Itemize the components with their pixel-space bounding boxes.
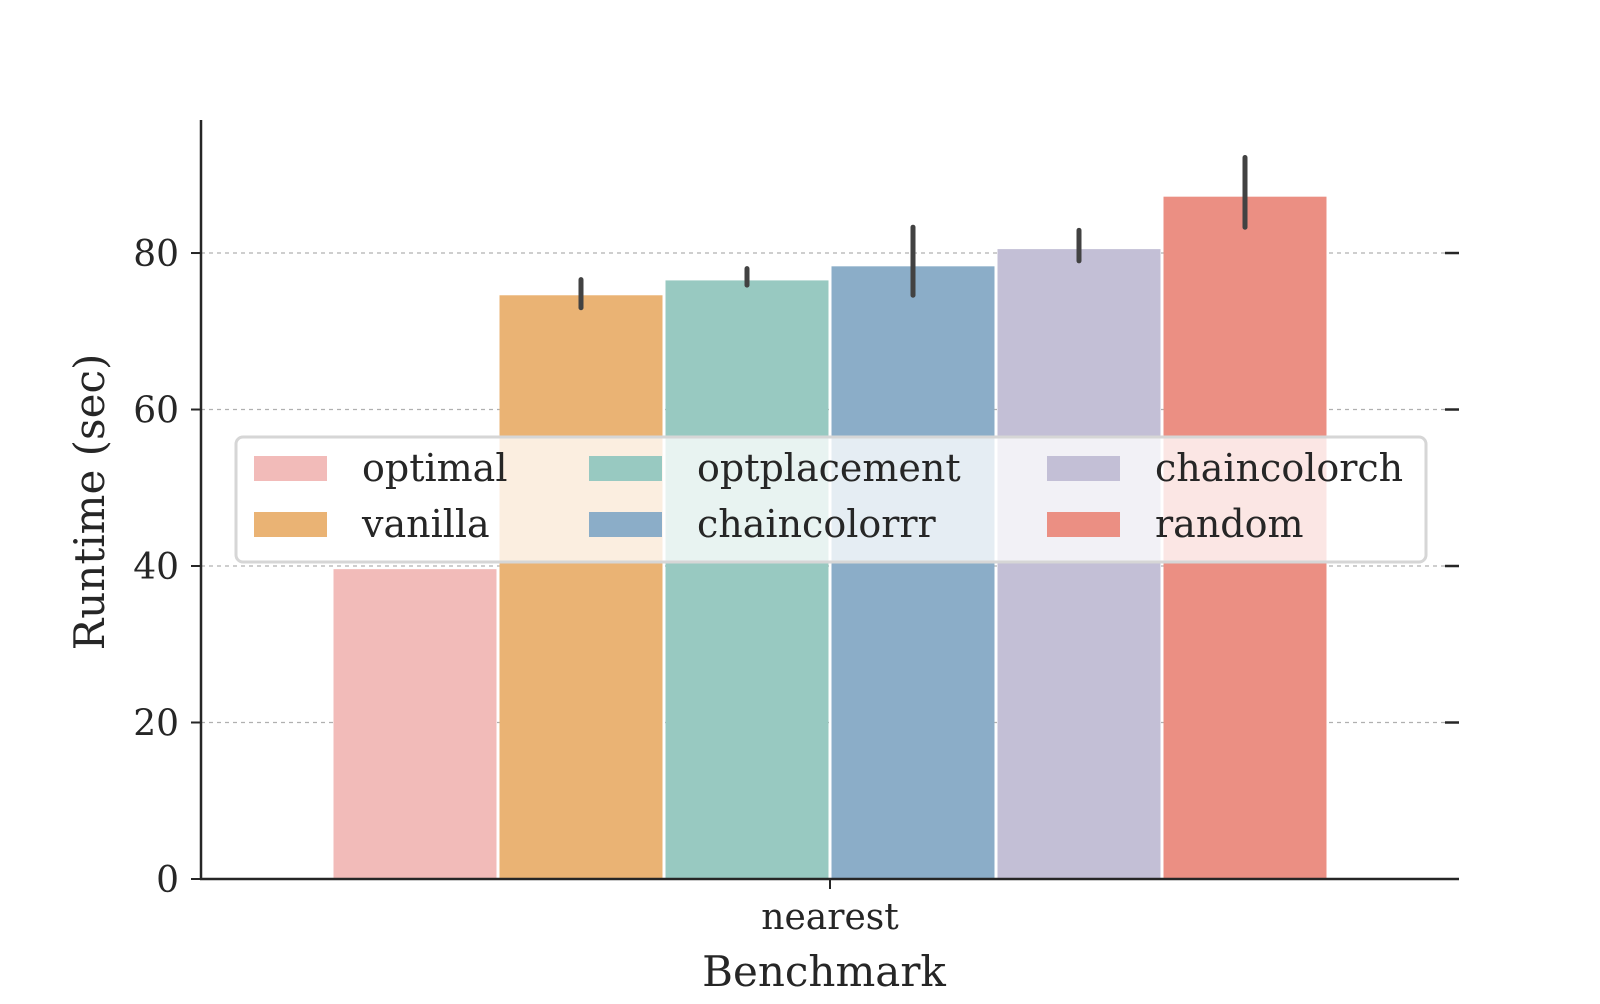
bar-chaincolorch (997, 249, 1161, 879)
legend-label-optplacement: optplacement (697, 446, 961, 490)
y-tick-label-20: 20 (133, 704, 179, 745)
bar-chaincolorrr (831, 266, 995, 879)
bar-optplacement (665, 280, 829, 879)
axes: 0 20 40 60 80 nearest (133, 120, 1459, 938)
x-axis-label: Benchmark (702, 947, 946, 996)
legend-label-chaincolorch: chaincolorch (1155, 446, 1403, 490)
error-bars (578, 155, 1248, 311)
legend-swatch-chaincolorrr (589, 512, 662, 537)
y-axis-label: Runtime (sec) (65, 354, 114, 651)
bar-optimal (333, 569, 497, 879)
legend-swatch-random (1047, 512, 1120, 537)
legend-label-vanilla: vanilla (361, 502, 490, 546)
legend-label-chaincolorrr: chaincolorrr (697, 502, 937, 546)
legend-swatch-optplacement (589, 456, 662, 481)
legend-swatch-chaincolorch (1047, 456, 1120, 481)
legend-label-optimal: optimal (362, 446, 507, 490)
y-tick-label-60: 60 (133, 391, 179, 432)
y-tick-label-40: 40 (133, 547, 179, 588)
legend-box (234, 435, 1428, 564)
legend-swatch-optimal (254, 456, 327, 481)
x-tick-label-nearest: nearest (761, 897, 899, 938)
bar-vanilla (499, 295, 663, 879)
legend-label-random: random (1155, 502, 1304, 546)
legend: optimal vanilla optplacement chaincolorrr ch… (234, 435, 1428, 564)
bars (333, 196, 1327, 879)
legend-swatch-vanilla (254, 512, 327, 537)
y-tick-label-80: 80 (133, 234, 179, 275)
y-tick-label-0: 0 (156, 860, 179, 901)
